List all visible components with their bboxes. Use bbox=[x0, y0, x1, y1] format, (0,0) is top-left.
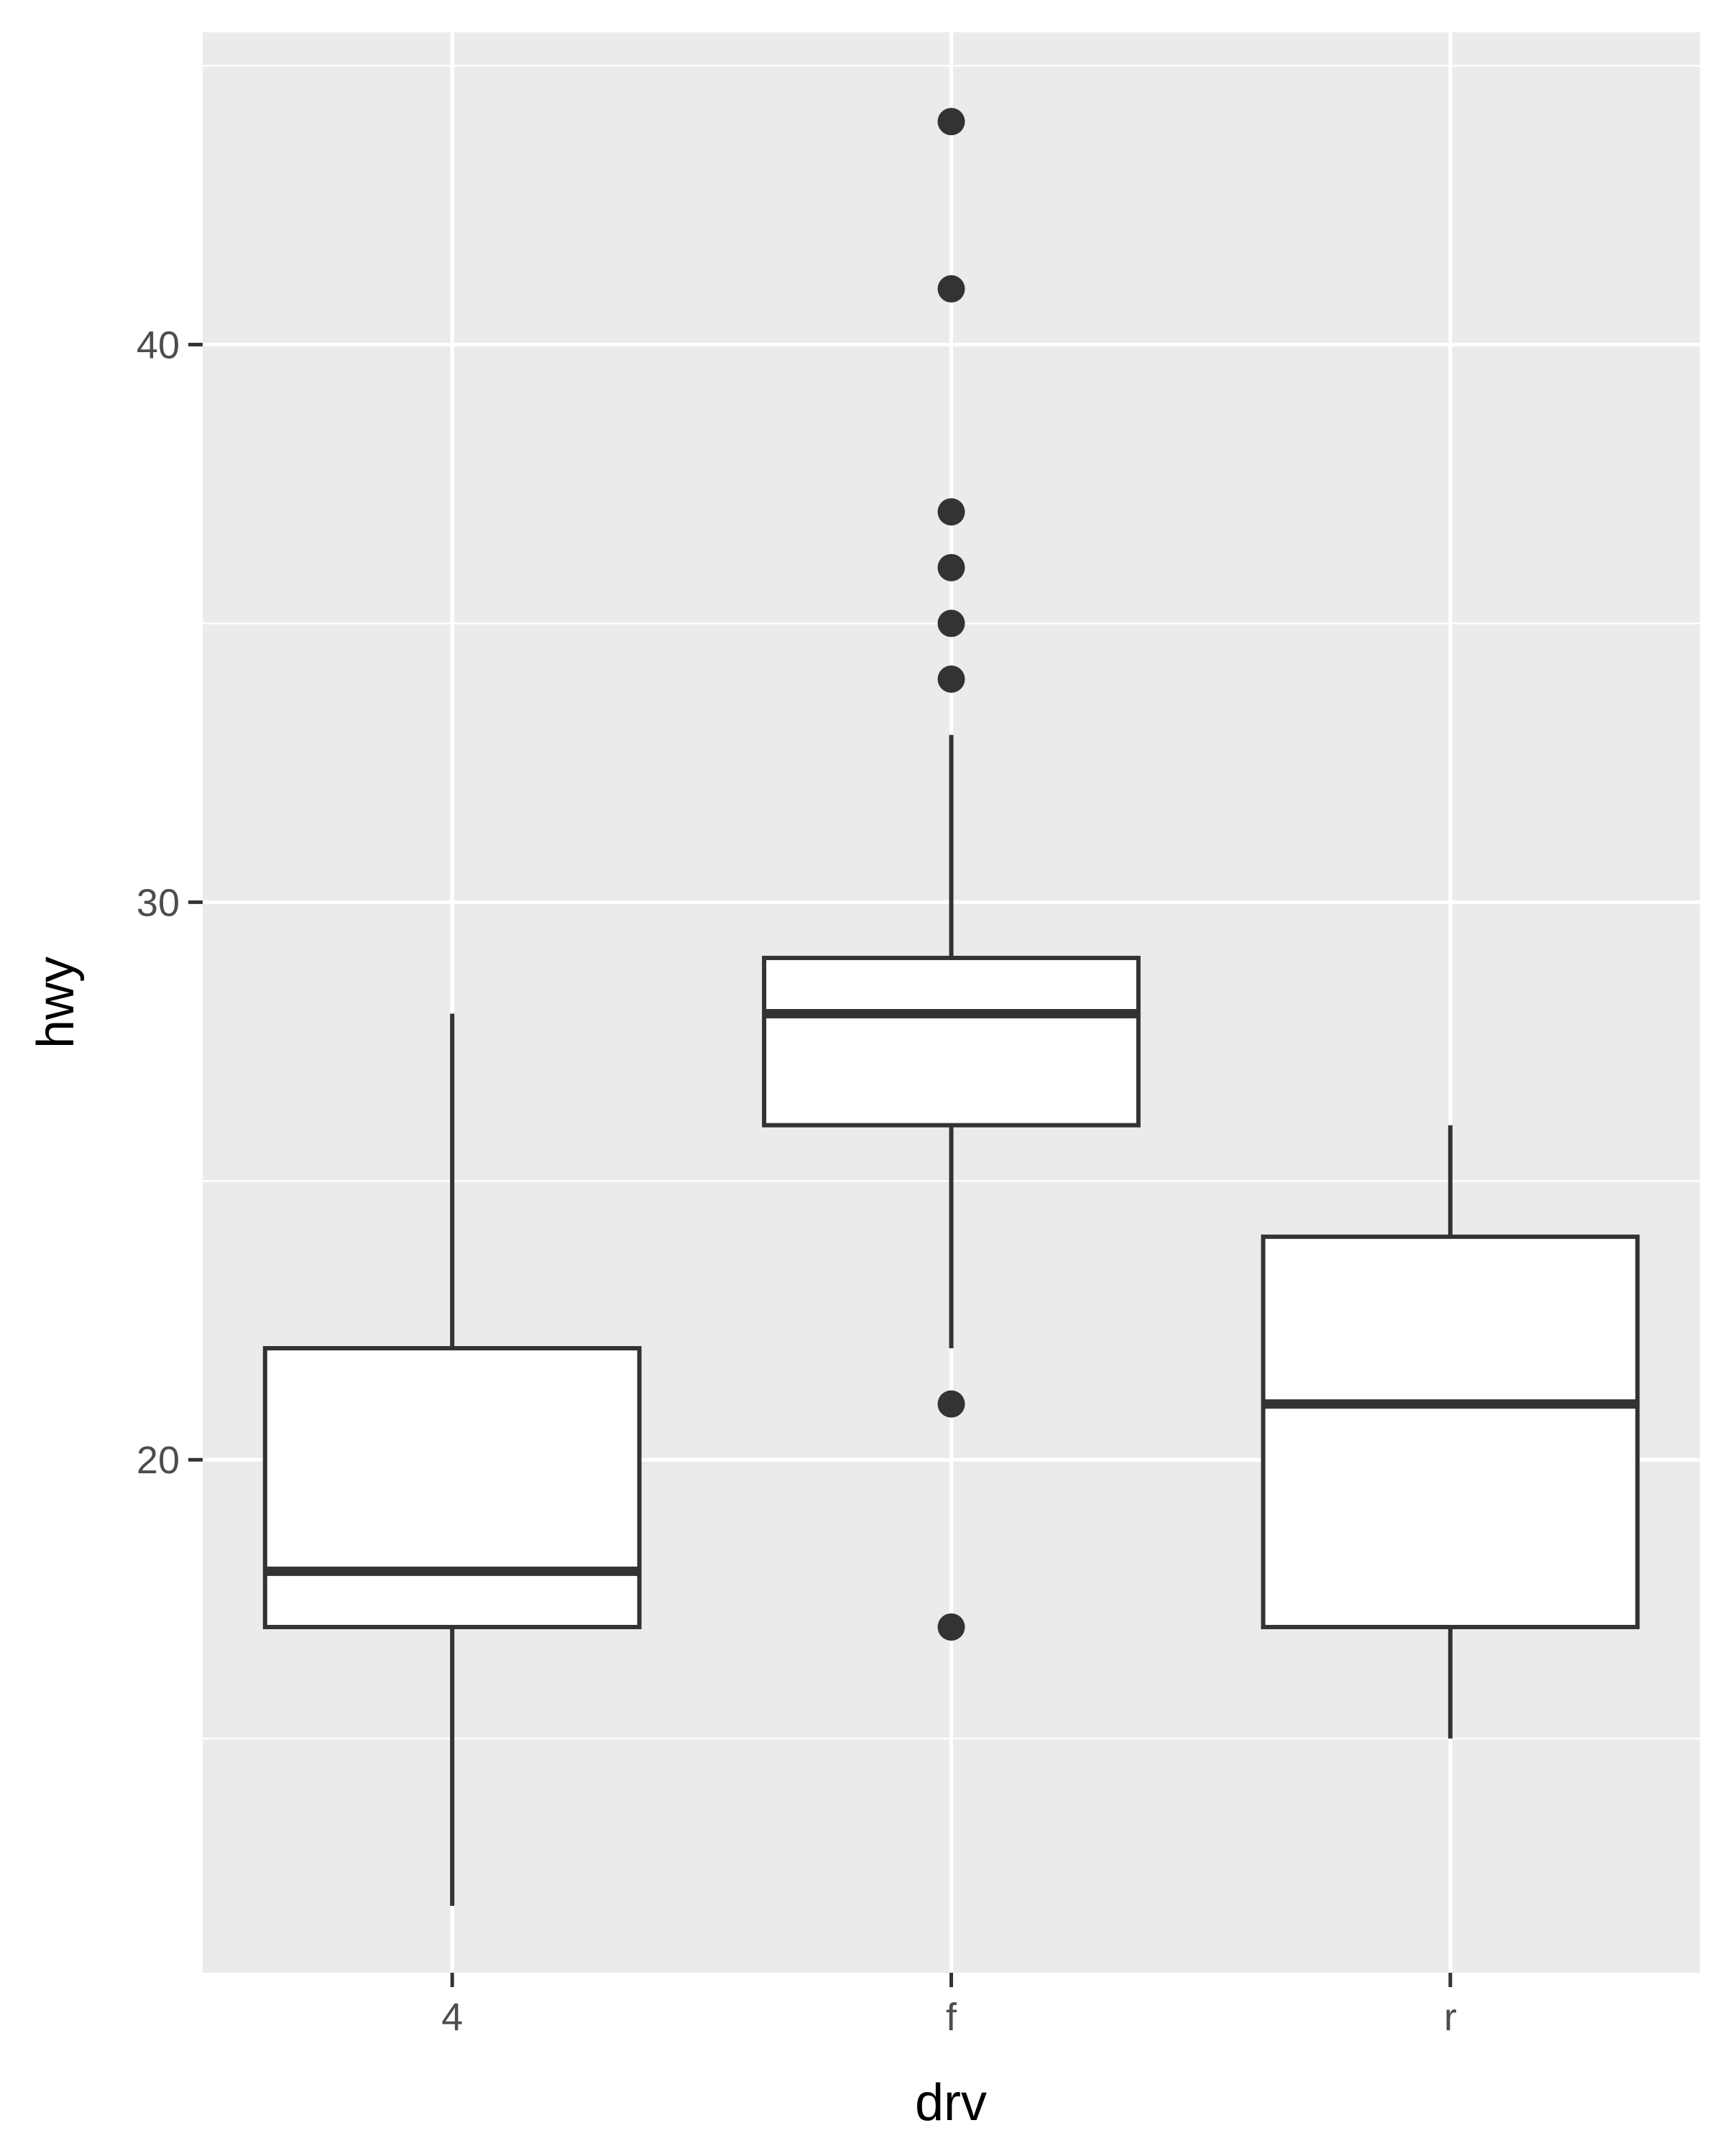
y-axis-title: hwy bbox=[27, 957, 85, 1049]
box-group-r bbox=[1261, 1125, 1640, 1739]
outlier-point-f-7 bbox=[937, 1613, 965, 1641]
x-tick-label-r: r bbox=[1444, 1996, 1457, 2039]
y-tick-label-40: 40 bbox=[137, 323, 180, 367]
x-tick-label-4: 4 bbox=[441, 1996, 463, 2039]
x-axis-title: drv bbox=[915, 2074, 987, 2132]
outlier-point-f-2 bbox=[937, 498, 965, 526]
boxes-layer bbox=[262, 108, 1640, 1906]
box-4 bbox=[262, 1346, 642, 1629]
y-axis: 20 30 40 bbox=[137, 323, 203, 1482]
x-axis: 4 f r bbox=[441, 1973, 1457, 2039]
y-tick-label-20: 20 bbox=[137, 1439, 180, 1482]
box-group-f bbox=[762, 108, 1141, 1641]
outlier-point-f-1 bbox=[937, 275, 965, 303]
outlier-point-f-5 bbox=[937, 665, 965, 693]
x-tick-label-f: f bbox=[946, 1996, 957, 2039]
y-tick-label-30: 30 bbox=[137, 881, 180, 924]
outlier-point-f-0 bbox=[937, 108, 965, 136]
outlier-point-f-4 bbox=[937, 609, 965, 637]
outlier-point-f-6 bbox=[937, 1390, 965, 1418]
outlier-point-f-3 bbox=[937, 553, 965, 581]
box-group-4 bbox=[262, 1013, 642, 1906]
box-r bbox=[1261, 1234, 1640, 1629]
box-f bbox=[762, 955, 1141, 1128]
